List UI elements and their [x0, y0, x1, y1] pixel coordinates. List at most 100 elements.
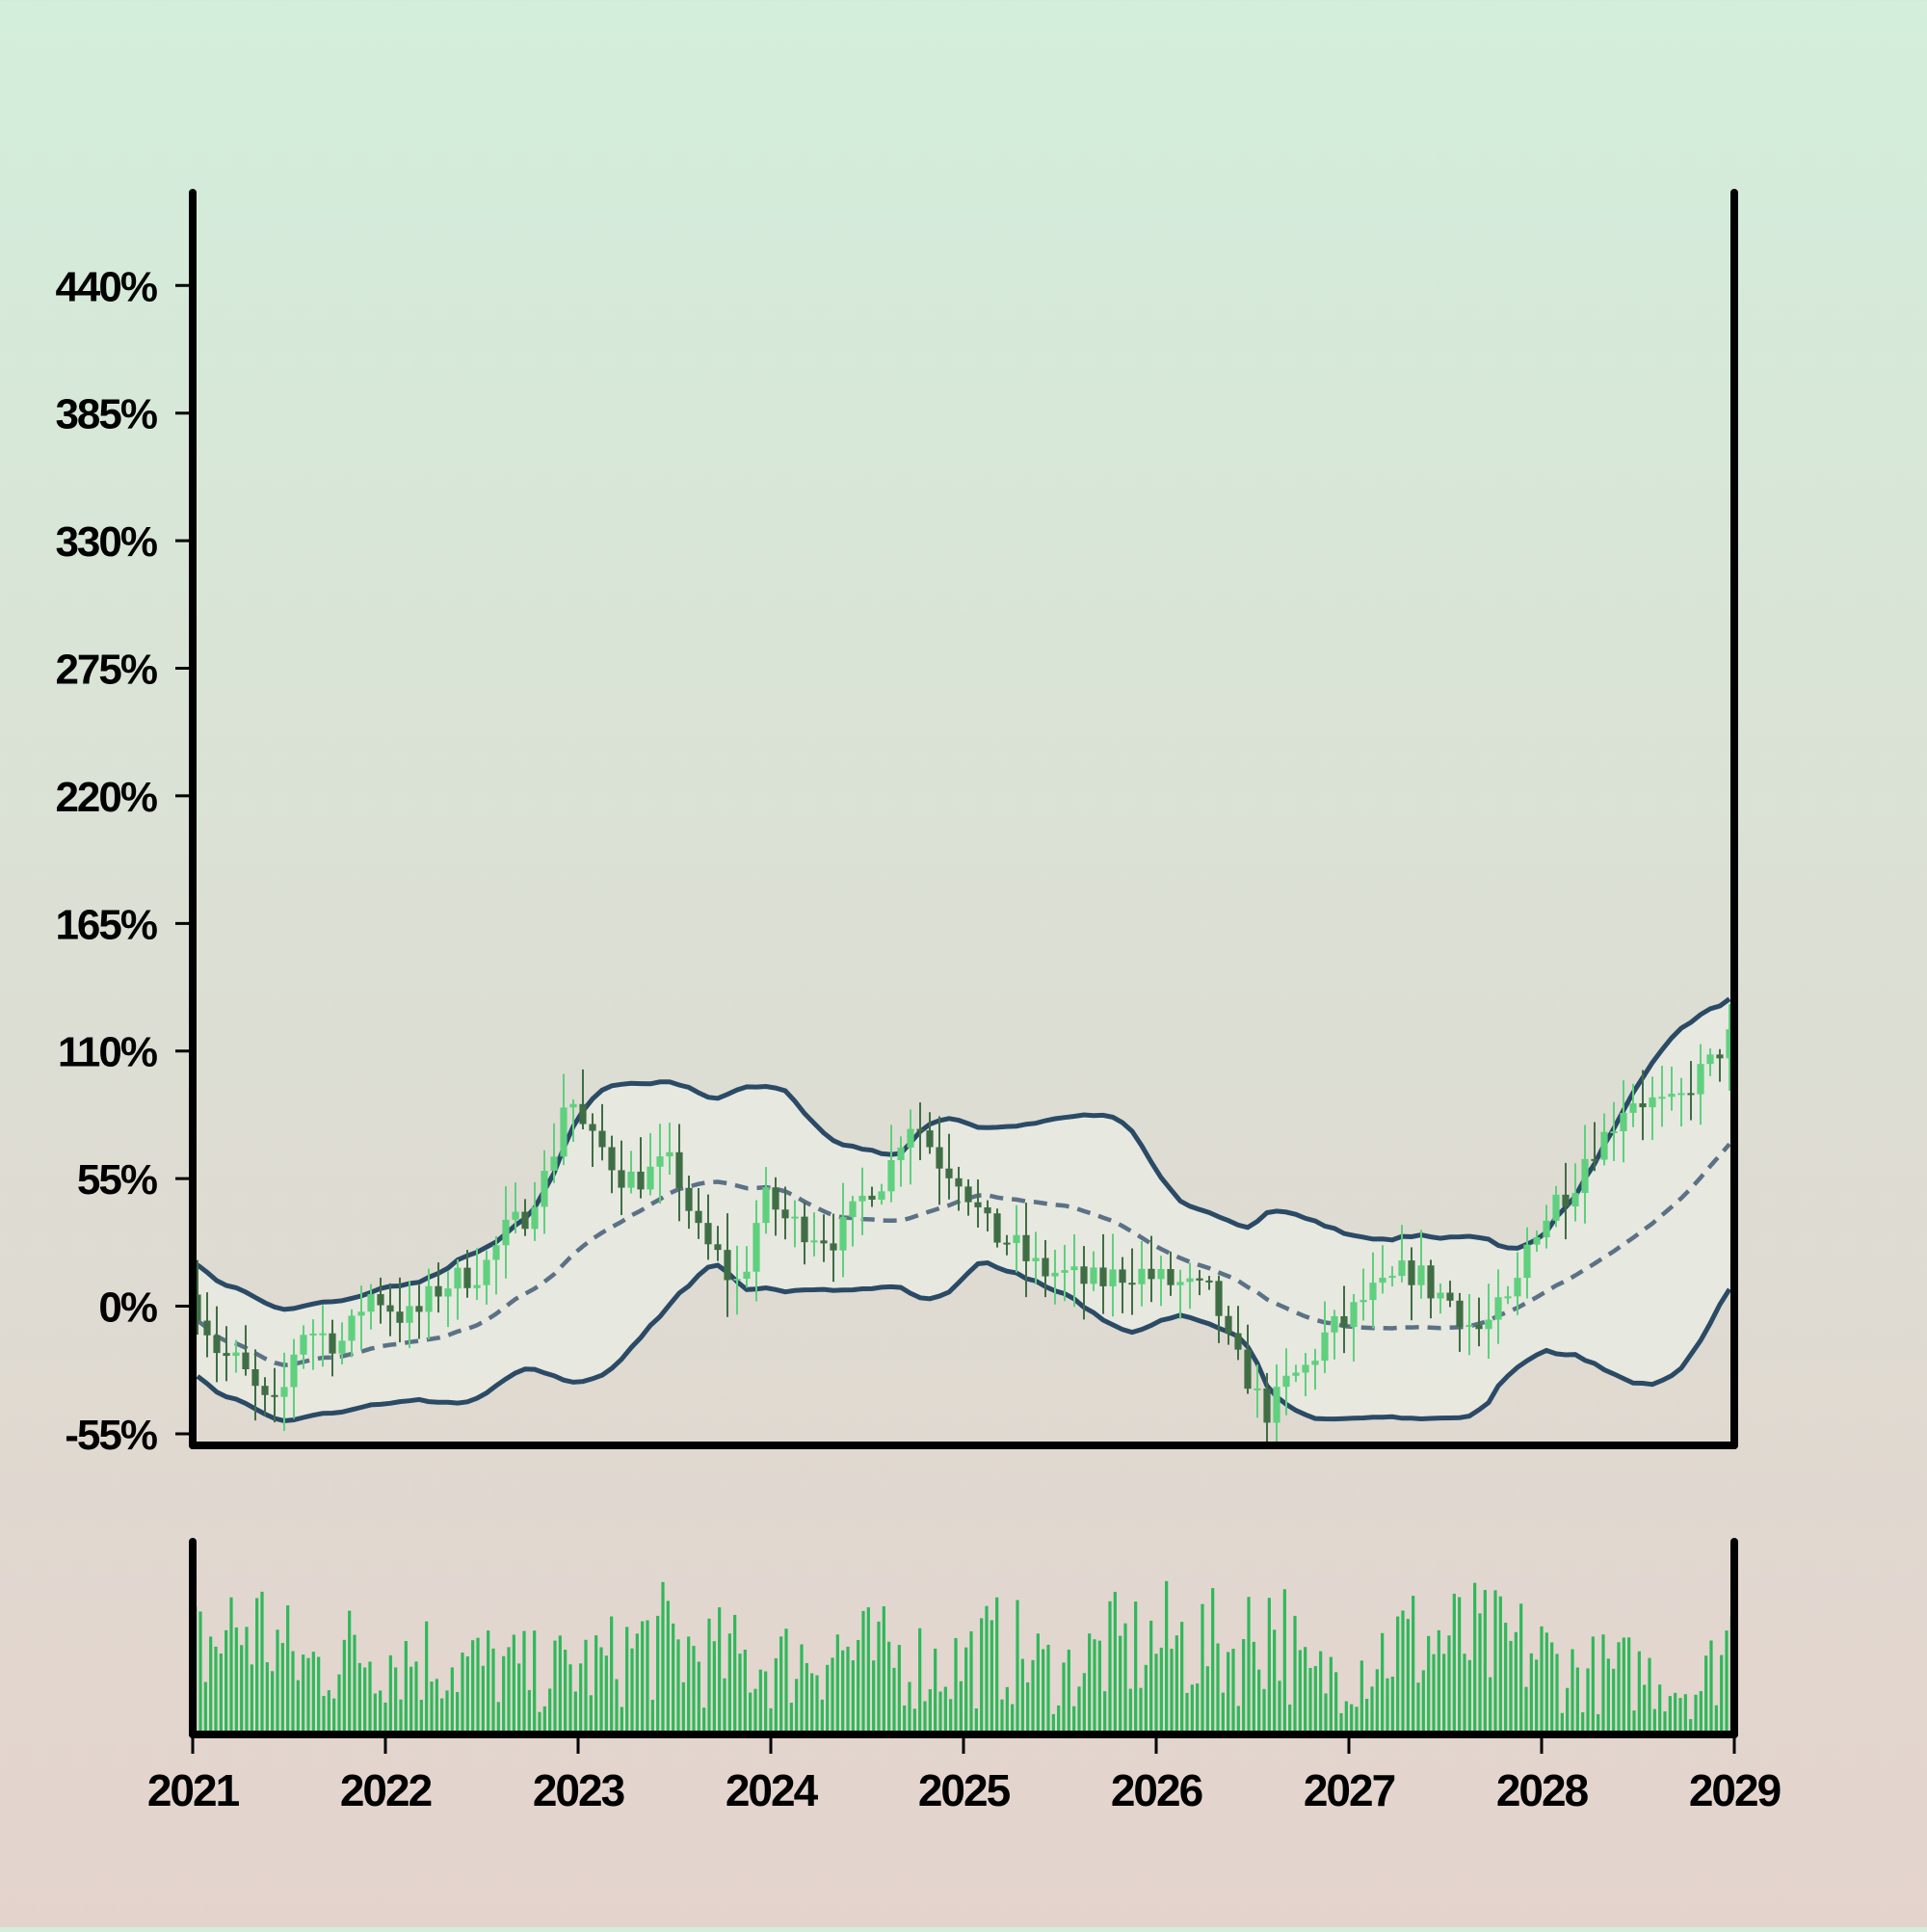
- volume-bar: [337, 1674, 341, 1734]
- axis-layer: [189, 189, 1738, 1738]
- volume-bar: [1252, 1641, 1255, 1734]
- volume-bar: [573, 1691, 577, 1734]
- candle-body: [598, 1130, 606, 1148]
- volume-bar: [1005, 1686, 1009, 1734]
- volume-bar: [892, 1667, 896, 1734]
- volume-bar: [1571, 1649, 1574, 1734]
- volume-bar: [409, 1666, 413, 1734]
- volume-bar: [1288, 1704, 1292, 1734]
- candle-body: [1070, 1266, 1078, 1271]
- candle-body: [1138, 1268, 1146, 1284]
- volume-bar: [496, 1702, 500, 1734]
- volume-bar: [666, 1601, 670, 1734]
- volume-bar: [1699, 1691, 1703, 1734]
- volume-bar: [1560, 1712, 1564, 1734]
- volume-bar: [1282, 1589, 1286, 1734]
- volume-bar: [1658, 1684, 1662, 1734]
- candle-body: [1311, 1361, 1319, 1365]
- volume-bar: [538, 1711, 541, 1734]
- volume-bar: [985, 1605, 989, 1734]
- volume-bar: [1355, 1707, 1359, 1734]
- volume-bar: [419, 1700, 423, 1734]
- candle-body: [781, 1209, 789, 1219]
- volume-bar: [280, 1643, 284, 1734]
- volume-bar: [491, 1648, 495, 1734]
- volume-bar: [1201, 1603, 1204, 1734]
- volume-bar: [476, 1637, 480, 1734]
- volume-bar: [1406, 1619, 1410, 1734]
- volume-bar: [1493, 1590, 1497, 1734]
- volume-bar: [1447, 1635, 1451, 1734]
- volume-bar: [1093, 1639, 1096, 1734]
- volume-bar: [789, 1703, 793, 1734]
- candle-body: [1379, 1278, 1386, 1284]
- candle-body: [810, 1240, 818, 1243]
- candle-body: [1225, 1315, 1232, 1334]
- candle-body: [1099, 1267, 1107, 1286]
- candle-body: [1205, 1280, 1213, 1283]
- volume-bar: [615, 1679, 619, 1734]
- candle-body: [1504, 1296, 1512, 1299]
- volume-bar: [533, 1630, 537, 1734]
- volume-bar: [923, 1701, 927, 1734]
- volume-bar: [1031, 1659, 1035, 1734]
- y-tick-label: 165%: [55, 901, 156, 948]
- volume-bar: [348, 1610, 352, 1734]
- volume-bar: [1637, 1651, 1641, 1734]
- volume-bar: [1668, 1696, 1672, 1734]
- volume-bar: [1159, 1647, 1163, 1734]
- volume-bar: [564, 1649, 568, 1734]
- candle-body: [1292, 1372, 1300, 1376]
- x-tick-label: 2025: [918, 1765, 1011, 1815]
- volume-bar: [723, 1678, 726, 1734]
- volume-bar: [1016, 1600, 1019, 1734]
- volume-bar: [1205, 1666, 1209, 1734]
- candle-body: [945, 1168, 953, 1178]
- candle-body: [1090, 1267, 1097, 1284]
- volume-bar: [1555, 1654, 1559, 1734]
- volume-bar: [810, 1673, 814, 1734]
- candle-body: [203, 1320, 211, 1336]
- volume-bar: [1519, 1603, 1523, 1734]
- volume-bar: [866, 1607, 870, 1734]
- candle-body: [1032, 1257, 1040, 1261]
- volume-bar: [1313, 1666, 1317, 1734]
- candle-body: [319, 1333, 327, 1336]
- lower-band-line: [196, 1259, 1732, 1424]
- volume-bar: [502, 1655, 506, 1734]
- volume-bar: [805, 1662, 808, 1734]
- candle-body: [907, 1128, 914, 1148]
- volume-bar: [1442, 1654, 1446, 1734]
- candle-body: [1552, 1194, 1560, 1221]
- candle-body: [868, 1195, 876, 1201]
- volume-bar: [1190, 1684, 1194, 1734]
- volume-bar: [1108, 1601, 1112, 1734]
- volume-bar: [1478, 1613, 1482, 1734]
- candle-body: [955, 1178, 963, 1187]
- volume-bar: [1185, 1692, 1189, 1734]
- candle-body: [1244, 1349, 1252, 1389]
- volume-bar: [1257, 1669, 1261, 1734]
- candle-body: [1350, 1302, 1358, 1328]
- candle-body: [1186, 1278, 1194, 1283]
- volume-bar: [1575, 1667, 1579, 1734]
- volume-bar: [1689, 1719, 1693, 1734]
- volume-bar: [681, 1681, 685, 1734]
- candle-body: [1408, 1260, 1415, 1285]
- volume-bar: [1113, 1591, 1117, 1734]
- volume-bar: [687, 1636, 691, 1734]
- volume-bar: [672, 1623, 675, 1734]
- volume-bar: [980, 1618, 984, 1734]
- candle-body: [444, 1288, 452, 1297]
- band-group: [196, 996, 1732, 1424]
- x-tick-label: 2028: [1496, 1765, 1589, 1815]
- volume-bar: [1339, 1712, 1343, 1734]
- candle-body: [589, 1124, 596, 1131]
- candle-body: [1475, 1325, 1483, 1330]
- volume-bar: [1606, 1658, 1610, 1734]
- volume-bar: [835, 1634, 839, 1734]
- candle-body: [425, 1285, 433, 1312]
- candle-body: [1157, 1269, 1165, 1280]
- volume-bar: [373, 1693, 377, 1734]
- candle-body: [743, 1271, 751, 1280]
